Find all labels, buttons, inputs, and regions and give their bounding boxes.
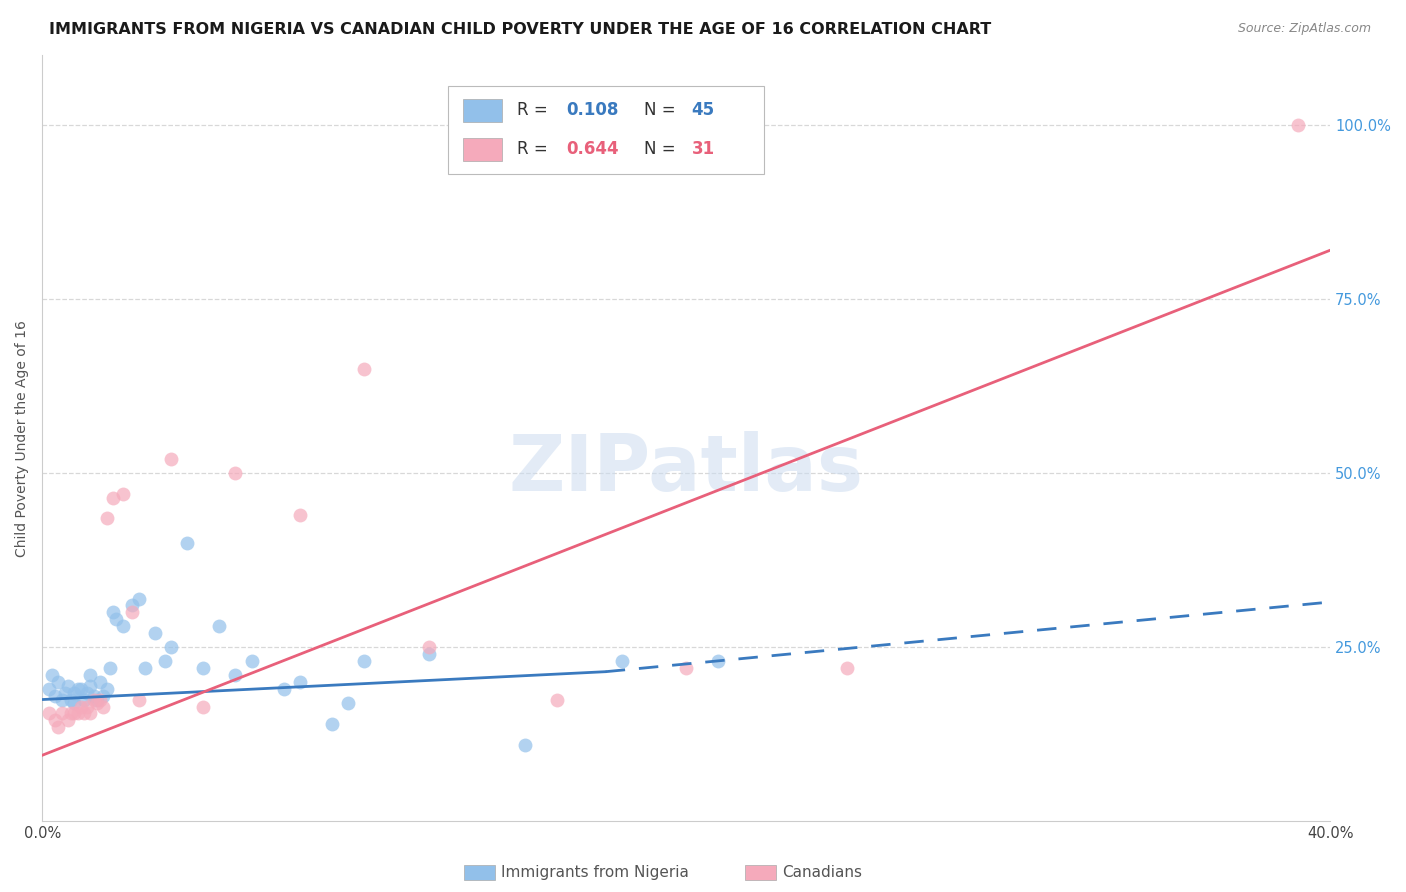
Point	[224, 668, 246, 682]
Point	[240, 654, 263, 668]
Y-axis label: Child Poverty Under the Age of 16: Child Poverty Under the Age of 16	[15, 320, 30, 557]
Point	[128, 692, 150, 706]
Point	[69, 682, 91, 697]
Text: 45: 45	[692, 102, 714, 120]
Text: Canadians: Canadians	[782, 865, 862, 880]
Point	[56, 714, 79, 728]
Point	[837, 661, 859, 675]
Point	[288, 675, 311, 690]
Text: R =: R =	[517, 102, 554, 120]
Point	[610, 654, 633, 668]
Text: 31: 31	[692, 140, 714, 158]
Point	[66, 682, 89, 697]
Point	[193, 699, 215, 714]
Point	[96, 511, 118, 525]
Point	[53, 685, 76, 699]
Point	[321, 717, 343, 731]
Point	[153, 654, 176, 668]
Point	[56, 679, 79, 693]
Point	[1286, 118, 1309, 132]
Point	[51, 706, 73, 721]
Point	[76, 699, 98, 714]
Point	[44, 689, 66, 703]
Point	[160, 452, 183, 467]
Point	[89, 692, 111, 706]
Point	[38, 706, 60, 721]
Point	[83, 692, 105, 706]
Point	[79, 668, 101, 682]
Point	[121, 599, 143, 613]
Point	[83, 689, 105, 703]
Point	[38, 682, 60, 697]
Point	[98, 661, 121, 675]
Point	[63, 706, 86, 721]
Point	[707, 654, 730, 668]
Point	[105, 612, 128, 626]
Point	[224, 466, 246, 480]
Point	[73, 706, 96, 721]
Point	[273, 682, 295, 697]
Bar	[464, 99, 502, 122]
Point	[86, 692, 108, 706]
Point	[418, 647, 440, 661]
Point	[160, 640, 183, 655]
Point	[60, 692, 83, 706]
Point	[63, 685, 86, 699]
Point	[101, 491, 124, 505]
Text: 0.108: 0.108	[567, 102, 619, 120]
Point	[69, 699, 91, 714]
Point	[111, 619, 134, 633]
Point	[418, 640, 440, 655]
Point	[353, 361, 375, 376]
Point	[79, 706, 101, 721]
Point	[46, 720, 69, 734]
Point	[111, 487, 134, 501]
Point	[96, 682, 118, 697]
Point	[353, 654, 375, 668]
Point	[76, 685, 98, 699]
Point	[515, 738, 537, 752]
Point	[60, 706, 83, 721]
Point	[93, 699, 115, 714]
Bar	[449, 86, 763, 174]
Text: IMMIGRANTS FROM NIGERIA VS CANADIAN CHILD POVERTY UNDER THE AGE OF 16 CORRELATIO: IMMIGRANTS FROM NIGERIA VS CANADIAN CHIL…	[49, 22, 991, 37]
Point	[288, 508, 311, 522]
Point	[44, 714, 66, 728]
Point	[675, 661, 697, 675]
Point	[73, 692, 96, 706]
Point	[134, 661, 156, 675]
Point	[51, 692, 73, 706]
Text: ZIPatlas: ZIPatlas	[509, 431, 863, 507]
Point	[128, 591, 150, 606]
Bar	[464, 137, 502, 161]
Point	[193, 661, 215, 675]
Point	[208, 619, 231, 633]
Point	[86, 696, 108, 710]
Text: Immigrants from Nigeria: Immigrants from Nigeria	[501, 865, 689, 880]
Point	[46, 675, 69, 690]
Text: Source: ZipAtlas.com: Source: ZipAtlas.com	[1237, 22, 1371, 36]
Text: N =: N =	[644, 140, 681, 158]
Point	[79, 679, 101, 693]
Point	[66, 706, 89, 721]
Point	[93, 689, 115, 703]
Point	[176, 536, 198, 550]
Point	[546, 692, 568, 706]
Point	[101, 606, 124, 620]
Point	[143, 626, 166, 640]
Point	[41, 668, 63, 682]
Point	[121, 606, 143, 620]
Text: N =: N =	[644, 102, 681, 120]
Point	[337, 696, 360, 710]
Text: R =: R =	[517, 140, 554, 158]
Point	[89, 675, 111, 690]
Point	[63, 696, 86, 710]
Text: 0.644: 0.644	[567, 140, 619, 158]
